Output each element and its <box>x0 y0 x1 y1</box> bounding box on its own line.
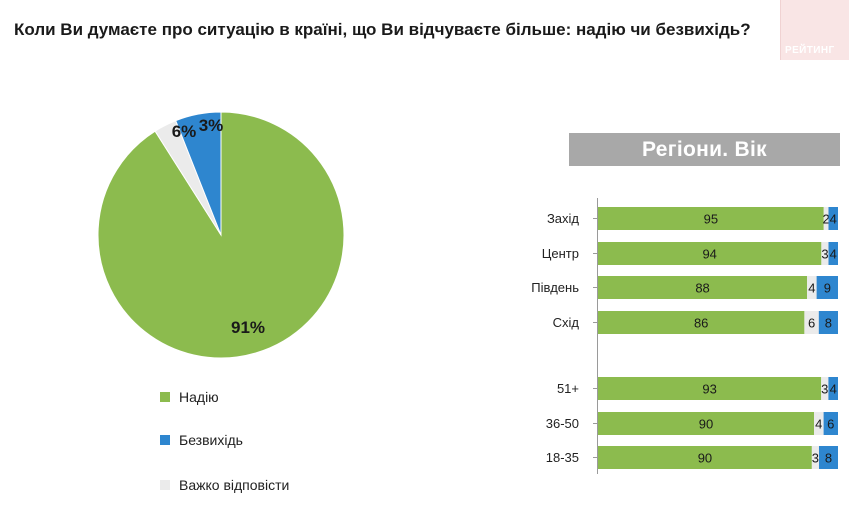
bar-category-label: Південь <box>531 280 579 295</box>
chart-title: Коли Ви думаєте про ситуацію в країні, щ… <box>14 20 751 39</box>
bar-segment-hope <box>598 446 812 469</box>
legend-item: Безвихідь <box>160 432 243 448</box>
legend-swatch <box>160 435 170 445</box>
bar-segment-hope <box>598 207 824 230</box>
bar-segment-hope <box>598 412 814 435</box>
bar-data-label: 8 <box>825 316 832 331</box>
bar-data-label: 8 <box>825 451 832 466</box>
bar-data-label: 4 <box>830 212 837 227</box>
bar-segment-despair <box>828 377 838 400</box>
bar-data-label: 4 <box>830 382 837 397</box>
bar-data-label: 90 <box>698 451 712 466</box>
bar-data-label: 93 <box>702 382 716 397</box>
bar-segment-despair <box>828 207 838 230</box>
legend-label: Важко відповісти <box>179 477 290 493</box>
bar-segment-hard <box>804 311 819 334</box>
bar-data-label: 90 <box>699 417 713 432</box>
bar-segment-despair <box>816 276 838 299</box>
bar-data-label: 6 <box>827 417 834 432</box>
bar-category-label: 51+ <box>556 381 579 396</box>
bar-segment-hard <box>814 412 824 435</box>
bar-data-label: 95 <box>704 212 718 227</box>
pie-slice-despair <box>175 111 222 236</box>
bar-segment-hard <box>823 207 829 230</box>
bar-segment-hard <box>807 276 817 299</box>
bar-category-label: 36-50 <box>545 416 579 431</box>
bar-segment-hope <box>598 311 805 334</box>
bar-data-label: 4 <box>830 247 837 262</box>
bar-segment-despair <box>828 242 838 265</box>
bar-segment-hope <box>598 242 822 265</box>
bar-chart-banner: Регіони. Вік <box>569 133 840 166</box>
bar-segment-hope <box>598 377 822 400</box>
bar-data-label: 3 <box>821 382 828 397</box>
legend-swatch <box>160 392 170 402</box>
bar-data-label: 94 <box>702 247 716 262</box>
bar-segment-hard <box>811 446 819 469</box>
brand-logo-text: РЕЙТИНГ <box>785 45 835 56</box>
bar-data-label: 88 <box>695 281 709 296</box>
bar-segment-hard <box>821 377 829 400</box>
bar-data-label: 2 <box>823 212 830 227</box>
bar-category-label: 18-35 <box>545 450 579 465</box>
pie-slice-label: 6% <box>172 122 197 141</box>
bar-chart-title: Регіони. Вік <box>642 138 767 161</box>
bar-data-label: 9 <box>824 281 831 296</box>
legend-label: Безвихідь <box>179 432 243 448</box>
legend-item: Надію <box>160 389 219 405</box>
brand-logo: РЕЙТИНГ <box>780 0 849 60</box>
bar-category-label: Центр <box>541 246 579 261</box>
bar-data-label: 4 <box>808 281 815 296</box>
pie-slice-label: 91% <box>231 318 265 337</box>
bar-segment-despair <box>818 446 838 469</box>
pie-slice-label: 3% <box>199 116 224 135</box>
bar-data-label: 6 <box>808 316 815 331</box>
bar-data-label: 3 <box>821 247 828 262</box>
legend-swatch <box>160 480 170 490</box>
bar-data-label: 4 <box>815 417 822 432</box>
bar-segment-hard <box>821 242 829 265</box>
legend-item: Важко відповісти <box>160 477 289 493</box>
bar-segment-despair <box>818 311 838 334</box>
bar-category-label: Схід <box>552 315 579 330</box>
bar-segment-despair <box>823 412 838 435</box>
bar-data-label: 3 <box>812 451 819 466</box>
legend-label: Надію <box>179 389 219 405</box>
bar-category-label: Захід <box>546 211 579 226</box>
bar-segment-hope <box>598 276 808 299</box>
bar-data-label: 86 <box>694 316 708 331</box>
